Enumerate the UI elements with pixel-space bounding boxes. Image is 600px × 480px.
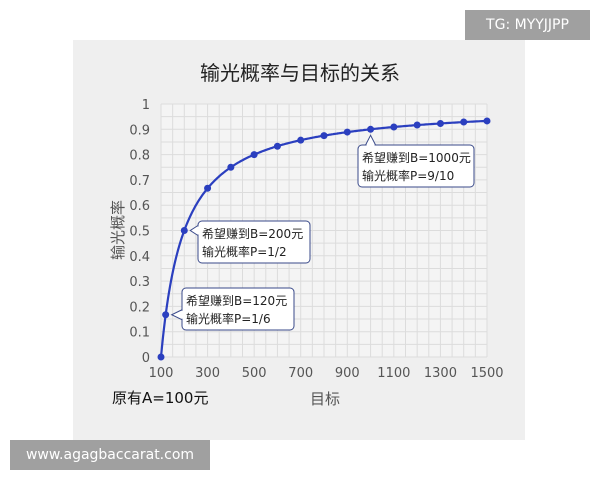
data-point <box>483 117 491 125</box>
y-tick-label: 0.3 <box>129 275 150 290</box>
y-tick-label: 0.1 <box>129 326 150 341</box>
x-tick-label: 700 <box>288 366 313 381</box>
annotation-line1: 希望赚到B=1000元 <box>362 150 471 165</box>
x-tick-label: 900 <box>335 366 360 381</box>
annotation-box <box>181 287 295 331</box>
y-tick-label: 1 <box>142 98 150 113</box>
data-point <box>180 227 188 234</box>
data-point <box>436 119 444 127</box>
data-point <box>227 163 235 171</box>
annotation-pointer-mask <box>181 310 184 319</box>
data-point <box>250 151 258 159</box>
x-tick-label: 100 <box>149 366 174 381</box>
annotation-line1: 希望赚到B=120元 <box>186 293 287 308</box>
y-tick-label: 0.6 <box>129 199 150 214</box>
data-point <box>413 121 421 129</box>
y-tick-label: 0.4 <box>129 250 150 265</box>
annotation-line2: 输光概率P=1/2 <box>202 244 287 259</box>
x-tick-label: 300 <box>195 366 220 381</box>
x-tick-label: 1100 <box>377 366 410 381</box>
data-point <box>367 125 375 133</box>
annotation-pointer-mask <box>366 144 375 147</box>
y-tick-label: 0.5 <box>129 225 150 240</box>
annotation-line1: 希望赚到B=200元 <box>202 226 303 241</box>
data-point <box>273 142 281 150</box>
watermark-top: TG: MYYJJPP <box>465 10 590 40</box>
annotation-box <box>357 144 475 188</box>
x-tick-label: 1500 <box>470 366 503 381</box>
annotation-line2: 输光概率P=9/10 <box>362 168 454 183</box>
y-tick-label: 0.2 <box>129 300 150 315</box>
data-point <box>343 128 351 136</box>
x-tick-label: 500 <box>242 366 267 381</box>
data-point <box>204 184 212 192</box>
x-tick-label: 1300 <box>424 366 457 381</box>
chart-title: 输光概率与目标的关系 <box>200 61 400 85</box>
y-tick-label: 0 <box>142 351 150 366</box>
data-point <box>162 311 170 319</box>
data-point <box>157 353 165 361</box>
y-axis-label: 输光概率 <box>109 200 127 260</box>
data-point <box>320 132 328 140</box>
y-tick-label: 0.7 <box>129 174 150 189</box>
x-axis-label: 目标 <box>310 390 340 408</box>
watermark-bottom: www.agagbaccarat.com <box>10 440 210 470</box>
data-point <box>297 136 305 144</box>
data-point <box>460 118 468 126</box>
annotation-box <box>197 220 311 264</box>
y-tick-label: 0.9 <box>129 123 150 138</box>
annotation-line2: 输光概率P=1/6 <box>186 311 271 326</box>
y-tick-label: 0.8 <box>129 149 150 164</box>
data-point <box>390 123 398 131</box>
annotation-pointer-mask <box>197 226 200 235</box>
note-original-amount: 原有A=100元 <box>112 389 208 407</box>
